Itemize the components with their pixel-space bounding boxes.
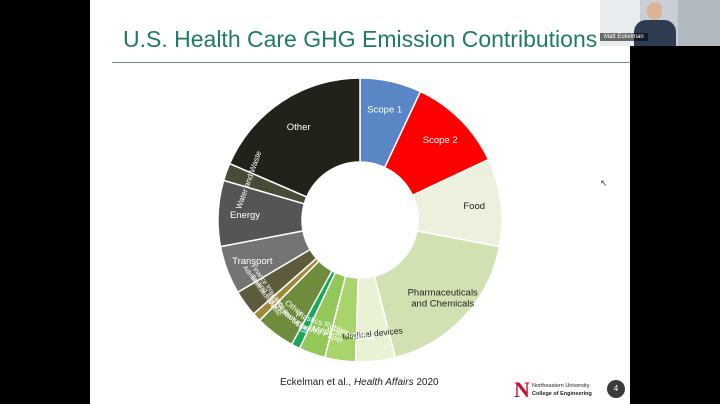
logo-university-name: Northeastern University: [532, 383, 590, 389]
citation-year: 2020: [416, 377, 439, 388]
title-divider: [112, 62, 630, 63]
slice-label-energy: Energy: [230, 210, 260, 221]
slice-label-transport: Transport: [232, 256, 273, 267]
participant-video-tile[interactable]: Matt Eckelman: [600, 0, 720, 46]
participant-head: [647, 2, 662, 20]
slide-page-number: 4: [607, 380, 625, 398]
slice-label-scope-1: Scope 1: [367, 105, 402, 116]
logo-college-name: College of Engineering: [532, 391, 592, 397]
mouse-cursor-icon: ↖: [600, 178, 608, 188]
slide-title: U.S. Health Care GHG Emission Contributi…: [123, 26, 598, 52]
donut-chart: Scope 1 Scope 2 Food Pharmaceuticals and Che…: [217, 77, 503, 363]
slice-other: [228, 77, 361, 198]
citation-author: Eckelman et al.,: [280, 377, 352, 388]
presentation-slide: U.S. Health Care GHG Emission Contributi…: [90, 0, 630, 404]
participant-name-label: Matt Eckelman: [600, 33, 648, 41]
university-logo: N Northeastern University College of Eng…: [514, 377, 600, 402]
slice-label-ict: ICT: [297, 325, 311, 337]
logo-letter: N: [514, 377, 530, 402]
slice-pharmaceuticals-and-chemicals: [373, 229, 501, 359]
citation-journal: Health Affairs: [353, 377, 414, 388]
slice-label-other: Other: [287, 122, 311, 133]
slice-label-scope-2: Scope 2: [423, 135, 458, 146]
citation: Eckelman et al., Health Affairs 2020: [280, 377, 439, 388]
slice-label-pharmaceuticals-and-chemicals: Pharmaceuticals and Chemicals: [408, 288, 478, 310]
slice-label-food: Food: [463, 201, 485, 212]
video-background-shelf: [678, 0, 720, 46]
